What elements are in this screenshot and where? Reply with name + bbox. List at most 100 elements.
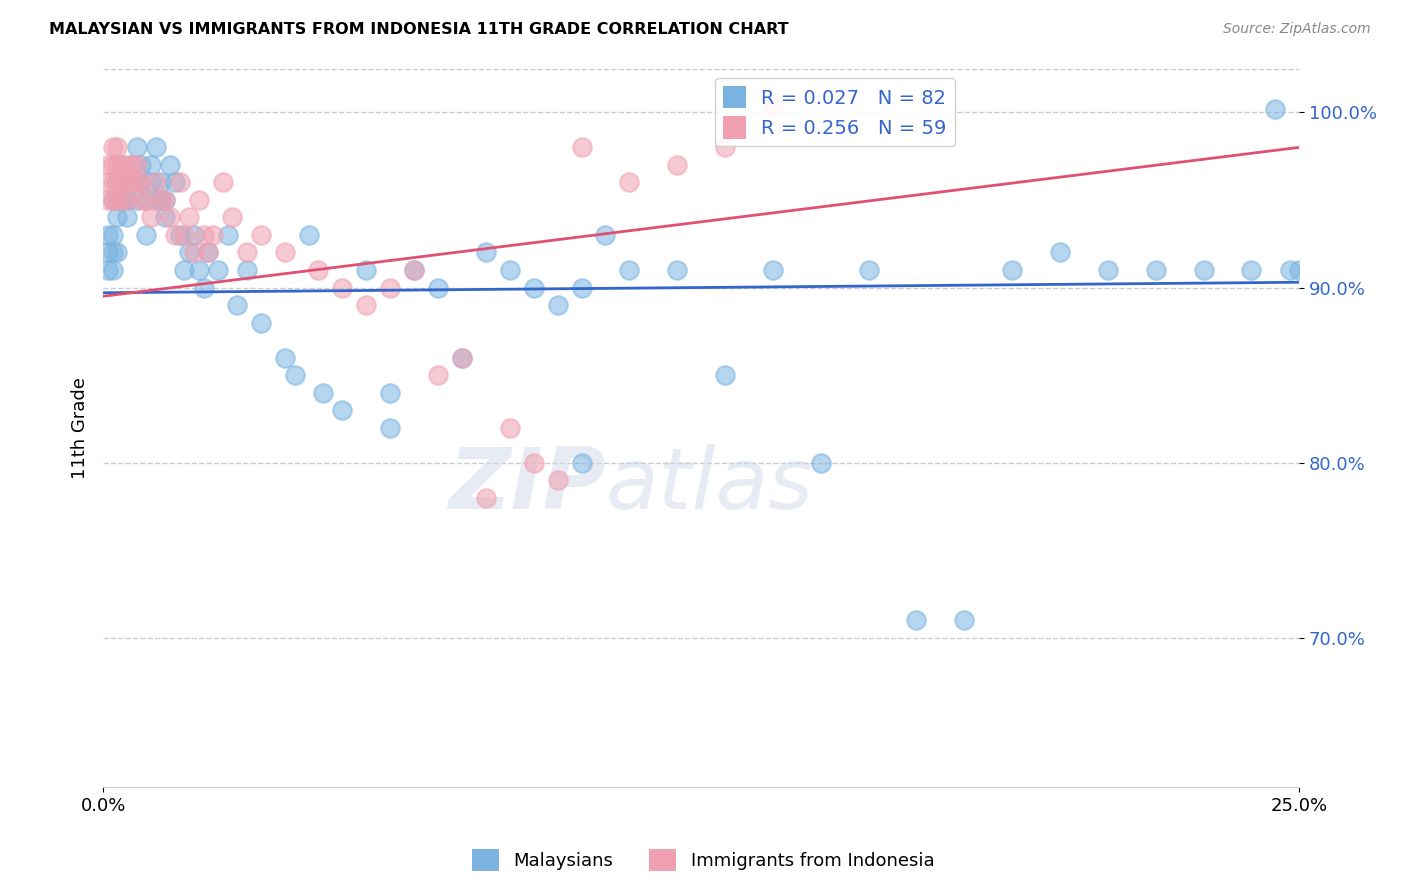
Point (115, 193, 138, 207)
Point (101, 175, 124, 189)
Point (155, 193, 177, 207)
Point (250, 227, 273, 242)
Point (1264, 102, 1286, 116)
Point (1192, 263, 1215, 277)
Point (1001, 263, 1024, 277)
Point (139, 175, 162, 189)
Point (101, 245, 124, 260)
Point (131, 158, 153, 172)
Point (173, 227, 195, 242)
Point (125, 175, 148, 189)
Point (107, 193, 129, 207)
Point (101, 158, 124, 172)
Point (202, 227, 225, 242)
Point (810, 456, 832, 470)
Point (101, 227, 124, 242)
Point (211, 175, 233, 189)
Point (111, 193, 134, 207)
Point (762, 100, 785, 114)
Point (149, 193, 172, 207)
Point (380, 420, 402, 434)
Point (111, 175, 134, 189)
Point (451, 351, 474, 365)
Point (97, 175, 120, 189)
Text: Source: ZipAtlas.com: Source: ZipAtlas.com (1223, 22, 1371, 37)
Point (330, 403, 353, 417)
Point (125, 175, 148, 189)
Point (97, 193, 120, 207)
Point (121, 175, 143, 189)
Point (905, 614, 928, 628)
Point (714, 368, 737, 383)
Point (145, 193, 167, 207)
Point (283, 368, 305, 383)
Point (179, 211, 201, 225)
Point (380, 280, 402, 294)
Point (163, 175, 186, 189)
Point (523, 280, 546, 294)
Point (217, 227, 239, 242)
Point (159, 158, 181, 172)
Point (666, 263, 689, 277)
Point (125, 140, 148, 154)
Point (121, 158, 143, 172)
Point (135, 193, 157, 207)
Point (221, 211, 243, 225)
Point (149, 193, 172, 207)
Point (451, 351, 474, 365)
Point (307, 263, 329, 277)
Point (1049, 245, 1071, 260)
Point (475, 491, 498, 505)
Point (312, 385, 335, 400)
Point (187, 193, 209, 207)
Point (107, 245, 129, 260)
Point (159, 211, 181, 225)
Point (135, 227, 157, 242)
Point (107, 175, 129, 189)
Point (131, 175, 153, 189)
Point (155, 193, 177, 207)
Point (115, 193, 138, 207)
Point (714, 140, 737, 154)
Point (149, 175, 172, 189)
Text: ZIP: ZIP (449, 443, 606, 526)
Point (356, 298, 378, 312)
Point (121, 175, 143, 189)
Point (107, 175, 129, 189)
Point (250, 316, 273, 330)
Point (235, 263, 257, 277)
Point (547, 298, 569, 312)
Point (274, 245, 297, 260)
Point (523, 456, 546, 470)
Point (235, 245, 257, 260)
Point (101, 193, 124, 207)
Point (1240, 263, 1263, 277)
Point (107, 158, 129, 172)
Point (571, 456, 593, 470)
Point (1288, 263, 1310, 277)
Point (183, 227, 205, 242)
Point (101, 263, 124, 277)
Point (97, 158, 120, 172)
Point (131, 193, 153, 207)
Point (571, 140, 593, 154)
Point (475, 245, 498, 260)
Point (145, 140, 167, 154)
Point (111, 158, 134, 172)
Point (139, 211, 162, 225)
Point (1144, 263, 1167, 277)
Y-axis label: 11th Grade: 11th Grade (72, 376, 89, 479)
Point (115, 175, 138, 189)
Point (101, 193, 124, 207)
Point (193, 227, 215, 242)
Point (131, 175, 153, 189)
Point (1097, 263, 1119, 277)
Point (274, 351, 297, 365)
Point (953, 614, 976, 628)
Point (125, 193, 148, 207)
Point (499, 263, 522, 277)
Point (169, 175, 191, 189)
Point (121, 158, 143, 172)
Point (145, 175, 167, 189)
Point (404, 263, 426, 277)
